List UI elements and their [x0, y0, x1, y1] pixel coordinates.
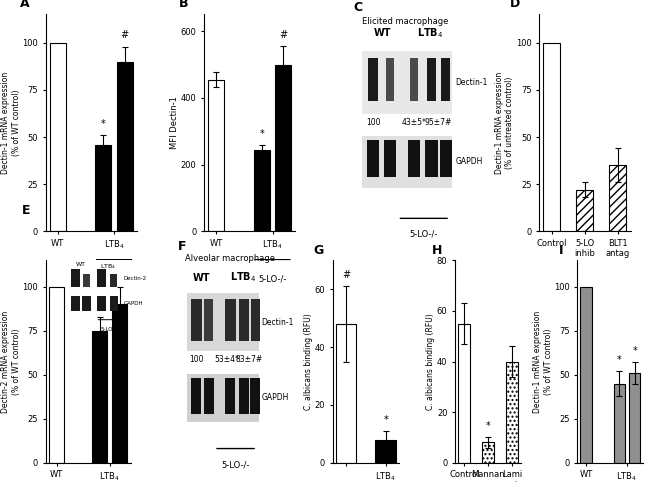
Bar [426, 140, 437, 177]
Bar [367, 140, 380, 177]
Bar [614, 384, 625, 463]
Y-axis label: Dectin-1 mRNA expression
(% of WT control): Dectin-1 mRNA expression (% of WT contro… [533, 310, 552, 413]
Bar [239, 378, 248, 414]
Text: #: # [279, 30, 287, 40]
Bar [226, 378, 235, 414]
Text: #: # [121, 30, 129, 40]
Text: *: * [384, 415, 388, 425]
Text: H: H [432, 244, 442, 257]
Y-axis label: Dectin-1 mRNA expression
(% of WT control): Dectin-1 mRNA expression (% of WT contro… [1, 72, 21, 174]
Text: Dectin-1: Dectin-1 [261, 318, 294, 326]
Text: *: * [259, 129, 264, 139]
Bar [543, 43, 560, 231]
Bar [251, 299, 260, 341]
Text: F: F [178, 240, 187, 253]
Bar [609, 165, 627, 231]
Text: E: E [21, 203, 30, 216]
Bar [376, 440, 396, 463]
Bar [239, 299, 248, 341]
Bar [96, 145, 111, 231]
Text: I: I [559, 244, 564, 257]
Text: *: * [101, 119, 106, 129]
Text: G: G [313, 244, 323, 257]
Text: 5-LO-/-: 5-LO-/- [410, 229, 438, 238]
Text: WT: WT [373, 28, 391, 38]
Bar [117, 62, 133, 231]
Bar [191, 299, 202, 341]
Y-axis label: C. albicans binding (RFU): C. albicans binding (RFU) [304, 313, 313, 410]
Bar [363, 52, 452, 114]
Text: LTB$_4$: LTB$_4$ [229, 270, 256, 284]
Text: 5-LO-/-: 5-LO-/- [258, 275, 287, 284]
Bar [250, 378, 260, 414]
Text: #: # [342, 270, 350, 280]
Text: *: * [632, 346, 637, 356]
Y-axis label: Dectin-2 mRNA expression
(% of WT control): Dectin-2 mRNA expression (% of WT contro… [1, 310, 21, 413]
Text: GAPDH: GAPDH [261, 393, 289, 402]
Bar [458, 323, 471, 463]
Bar [441, 58, 450, 101]
Bar [426, 58, 436, 101]
Bar [439, 140, 452, 177]
Text: 83±7#: 83±7# [235, 354, 263, 363]
Bar [254, 150, 270, 231]
Y-axis label: C. albicans binding (RFU): C. albicans binding (RFU) [426, 313, 436, 410]
Text: 100: 100 [189, 354, 203, 363]
Bar [577, 190, 593, 231]
Bar [276, 65, 291, 231]
Bar [49, 287, 64, 463]
Text: 5-LO-/-: 5-LO-/- [222, 461, 250, 469]
Bar [408, 140, 420, 177]
Bar [204, 378, 214, 414]
Bar [384, 140, 396, 177]
Text: B: B [178, 0, 188, 10]
Bar [187, 293, 259, 351]
Text: GAPDH: GAPDH [456, 158, 483, 166]
Text: *: * [486, 421, 491, 431]
Text: 53±4*: 53±4* [214, 354, 239, 363]
Bar [629, 373, 640, 463]
Text: Alveolar macrophage: Alveolar macrophage [185, 254, 276, 263]
Bar [112, 304, 127, 463]
Text: WT: WT [193, 272, 211, 282]
Text: 43±5*: 43±5* [402, 118, 426, 127]
Text: 100: 100 [366, 118, 381, 127]
Bar [506, 362, 518, 463]
Text: D: D [510, 0, 520, 10]
Bar [49, 43, 66, 231]
Text: 95±7#: 95±7# [424, 118, 452, 127]
Y-axis label: Dectin-1 mRNA expression
(% of untreated control): Dectin-1 mRNA expression (% of untreated… [495, 72, 514, 174]
Bar [204, 299, 213, 341]
Bar [92, 331, 107, 463]
Bar [410, 58, 418, 101]
Bar [386, 58, 394, 101]
Text: Dectin-1: Dectin-1 [456, 78, 488, 87]
Text: C: C [354, 1, 363, 14]
Text: LTB$_4$: LTB$_4$ [417, 26, 443, 40]
Bar [225, 299, 235, 341]
Text: Elicited macrophage: Elicited macrophage [363, 17, 448, 26]
Bar [208, 80, 224, 231]
Text: A: A [20, 0, 29, 10]
Text: *: * [617, 355, 621, 365]
Bar [369, 58, 378, 101]
Bar [580, 287, 592, 463]
Bar [187, 374, 259, 422]
Text: 5-LO-/-: 5-LO-/- [100, 275, 128, 284]
Bar [191, 378, 201, 414]
Bar [336, 324, 356, 463]
Bar [363, 136, 452, 188]
Y-axis label: MFI Dectin-1: MFI Dectin-1 [170, 96, 179, 149]
Bar [482, 442, 495, 463]
